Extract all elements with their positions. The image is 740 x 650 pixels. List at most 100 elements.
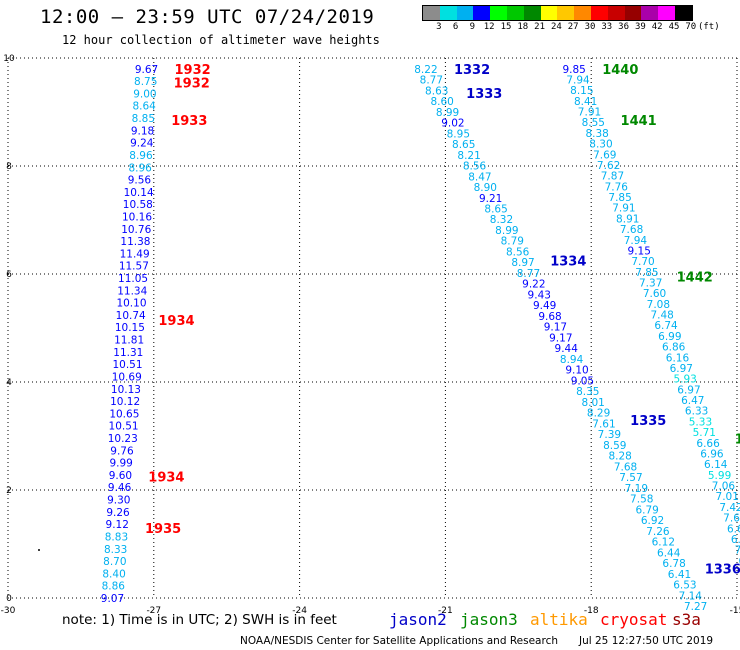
wave-height-value: 7.57 [619,472,642,484]
wave-height-value: 10.74 [116,310,146,322]
wave-height-value: 7.37 [639,278,662,290]
wave-height-value: 6.66 [696,438,720,450]
wave-height-value: 7.68 [614,461,637,473]
wave-height-value: 9.17 [544,322,567,334]
wave-height-value: 6.99 [658,331,681,343]
satellite-legend-jason2: jason2 [389,610,447,629]
color-scale-labels: 3 6 9 12 15 18 21 24 27 30 33 36 39 42 45 70 (ft) [422,22,740,34]
wave-height-value: 10.65 [109,408,139,420]
wave-height-value: 9.15 [628,245,651,257]
wave-height-value: 9.12 [106,519,129,531]
scale-swatch [523,6,541,20]
wave-height-value: 9.07 [101,593,124,605]
wave-height-value: 7.58 [630,494,653,506]
scale-tick-label: 36 [618,22,630,32]
scale-swatch [658,6,675,20]
wave-height-value: 7.60 [643,288,666,300]
wave-height-value: 11.49 [120,248,150,260]
scale-unit-label: (ft) [697,22,720,32]
pass-time-label: 1333 [466,87,502,102]
wave-height-value: 9.00 [133,88,156,100]
scale-tick-label: 3 [436,22,442,32]
scale-swatch [607,6,625,20]
wave-height-value: 9.21 [479,193,502,205]
wave-height-value: 7.91 [578,107,601,119]
wave-height-value: 9.30 [107,495,130,507]
wave-height-value: 7.19 [625,483,648,495]
scale-swatch [557,6,575,20]
credit-line: NOAA/NESDIS Center for Satellite Applica… [240,635,558,647]
wave-height-value: 6.97 [677,384,700,396]
wave-height-value: 7.42 [719,502,740,514]
wave-height-value: 5.33 [689,416,712,428]
wave-height-value: 6.12 [652,537,675,549]
wave-height-value: 7.11 [735,545,740,557]
pass-time-label: 1334 [550,255,586,270]
wave-height-value: 6.53 [673,580,696,592]
x-tick-label: -18 [584,606,599,616]
wave-height-value: 8.77 [420,75,443,87]
wave-height-value: 10.76 [121,224,151,236]
wave-height-value: 8.56 [506,246,530,258]
pass-time-label: 1335 [630,414,666,429]
wave-height-value: 8.95 [447,128,470,140]
wave-height-value: 8.21 [457,150,480,162]
scale-tick-label: 24 [550,22,562,32]
wave-height-value: 9.68 [538,311,561,323]
wave-height-value: 8.22 [414,64,437,76]
satellite-legend-jason3: jason3 [460,610,518,629]
wave-height-value: 8.65 [452,139,475,151]
satellite-legend-altika: altika [530,610,588,629]
wave-height-value: 6.96 [700,448,724,460]
wave-height-value: 9.24 [130,138,154,150]
wave-height-value: 8.60 [430,96,453,108]
scale-swatch [456,6,474,20]
satellite-legend-s3a: s3a [672,610,701,629]
wave-height-value: 8.64 [132,101,156,113]
wave-height-value: 10.14 [124,187,154,199]
pass-time-label: 1933 [171,114,207,129]
wave-height-value: 7.76 [605,181,629,193]
scale-swatch [624,6,642,20]
map-subtitle: 12 hour collection of altimeter wave hei… [62,33,380,47]
wave-height-value: 7.60 [723,513,740,525]
wave-height-value: 8.90 [474,182,497,194]
wave-height-value: 7.01 [716,491,739,503]
stray-point [38,549,40,551]
pass-time-label: 1443 [735,433,740,448]
wave-height-value: 8.94 [560,354,584,366]
y-tick-label: 4 [6,378,12,388]
y-tick-label: 8 [6,162,12,172]
pass-time-label: 1932 [174,76,210,91]
scale-swatch [641,6,659,20]
wave-height-value: 8.79 [501,236,524,248]
wave-height-value: 9.85 [562,64,585,76]
scale-tick-label: 15 [500,22,512,32]
pass-time-label: 1935 [145,522,181,537]
wave-height-value: 6.33 [685,406,708,418]
wave-height-value: 7.61 [592,418,615,430]
wave-height-value: 9.99 [109,458,132,470]
wave-height-value: 8.65 [484,203,507,215]
wave-height-value: 6.16 [666,352,690,364]
wave-height-value: 7.94 [566,74,590,86]
wave-height-value: 9.76 [110,445,134,457]
wave-height-value: 9.02 [441,118,464,130]
pass-time-label: 1332 [454,63,490,78]
wave-height-value: 10.16 [122,211,152,223]
wave-height-value: 7.70 [631,256,654,268]
wave-height-value: 8.59 [603,440,626,452]
satellite-legend-cryosat: cryosat [600,610,668,629]
wave-height-value: 10.69 [112,371,142,383]
wave-height-value: 10.23 [108,433,138,445]
scale-swatch [439,6,457,20]
wave-height-value: 10.12 [110,396,140,408]
scale-tick-label: 18 [517,22,529,32]
wave-height-value: 8.32 [490,214,513,226]
wave-height-value: 10.13 [111,384,141,396]
wave-height-value: 7.08 [647,299,670,311]
wave-height-value: 10.15 [115,322,145,334]
wave-height-value: 8.96 [128,162,152,174]
wave-height-value: 7.94 [624,235,648,247]
wave-height-value: 7.85 [608,192,631,204]
